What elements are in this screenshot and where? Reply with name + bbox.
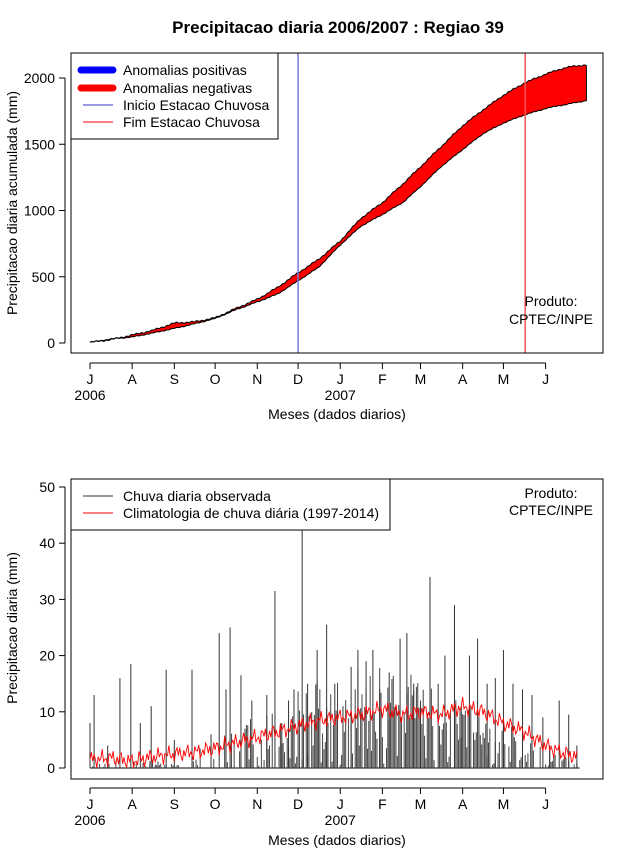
y-tick-label: 0	[47, 335, 55, 351]
x-tick-label: A	[458, 371, 468, 387]
x-tick-label: S	[170, 371, 179, 387]
x-tick-label: N	[252, 371, 262, 387]
product-label: Produto:	[525, 485, 578, 501]
y-tick-label: 1500	[24, 136, 55, 152]
year-label: 2007	[325, 812, 356, 828]
x-tick-label: A	[127, 796, 137, 812]
x-tick-label: J	[337, 796, 344, 812]
x-tick-label: J	[87, 371, 94, 387]
daily-plot-area	[89, 526, 580, 769]
x-axis-label: Meses (dados diarios)	[268, 406, 406, 422]
y-tick-label: 2000	[24, 70, 55, 86]
x-tick-label: A	[127, 371, 137, 387]
x-tick-label: M	[415, 371, 427, 387]
y-tick-label: 20	[39, 648, 55, 664]
x-tick-label: F	[378, 796, 387, 812]
x-tick-label: S	[170, 796, 179, 812]
x-tick-label: M	[415, 796, 427, 812]
x-tick-label: O	[210, 796, 221, 812]
x-tick-label: O	[210, 371, 221, 387]
x-tick-label: F	[378, 371, 387, 387]
y-tick-label: 1000	[24, 203, 55, 219]
y-tick-label: 40	[39, 535, 55, 551]
legend-climatology: Climatologia de chuva diária (1997-2014)	[123, 505, 379, 521]
legend-observed: Chuva diaria observada	[123, 488, 271, 504]
plot-frame	[70, 52, 604, 354]
y-axis: 0 10 20 30 40 50	[39, 479, 66, 776]
x-tick-label: N	[252, 796, 262, 812]
legend-box	[70, 478, 391, 531]
year-label: 2006	[74, 387, 105, 403]
legend-end: Fim Estacao Chuvosa	[123, 114, 260, 130]
legend-positive: Anomalias positivas	[123, 62, 247, 78]
x-tick-label: D	[293, 371, 303, 387]
product-source: CPTEC/INPE	[509, 502, 593, 518]
y-tick-label: 10	[39, 704, 55, 720]
product-label: Produto:	[525, 293, 578, 309]
x-axis-label: Meses (dados diarios)	[268, 832, 406, 848]
legend-negative: Anomalias negativas	[123, 80, 252, 96]
climatology-line	[89, 696, 578, 769]
x-tick-label: D	[293, 796, 303, 812]
observed-cumulative-line	[89, 64, 587, 343]
year-label: 2007	[325, 387, 356, 403]
x-tick-label: J	[542, 796, 549, 812]
legend-start: Inicio Estacao Chuvosa	[123, 97, 270, 113]
x-tick-label: M	[498, 371, 510, 387]
y-tick-label: 500	[32, 269, 56, 285]
x-tick-label: M	[498, 796, 510, 812]
climatology-cumulative-line	[89, 100, 587, 343]
year-label: 2006	[74, 812, 105, 828]
x-tick-label: A	[458, 796, 468, 812]
y-axis-label: Precipitacao diaria acumulada (mm)	[4, 91, 20, 315]
y-tick-label: 50	[39, 479, 55, 495]
legend: Anomalias positivas Anomalias negativas …	[70, 52, 279, 140]
product-source: CPTEC/INPE	[509, 311, 593, 327]
y-axis: 0 500 1000 1500 2000	[24, 70, 66, 351]
x-tick-label: J	[542, 371, 549, 387]
x-tick-label: J	[337, 371, 344, 387]
anomaly-negative-area	[115, 64, 587, 339]
x-tick-label: J	[87, 796, 94, 812]
chart-title: Precipitacao diaria 2006/2007 : Regiao 3…	[172, 18, 504, 37]
y-axis-label: Precipitacao diaria (mm)	[4, 552, 20, 704]
legend: Chuva diaria observada Climatologia de c…	[70, 478, 391, 531]
y-tick-label: 30	[39, 591, 55, 607]
accumulated-plot-area	[89, 53, 587, 353]
y-tick-label: 0	[47, 760, 55, 776]
